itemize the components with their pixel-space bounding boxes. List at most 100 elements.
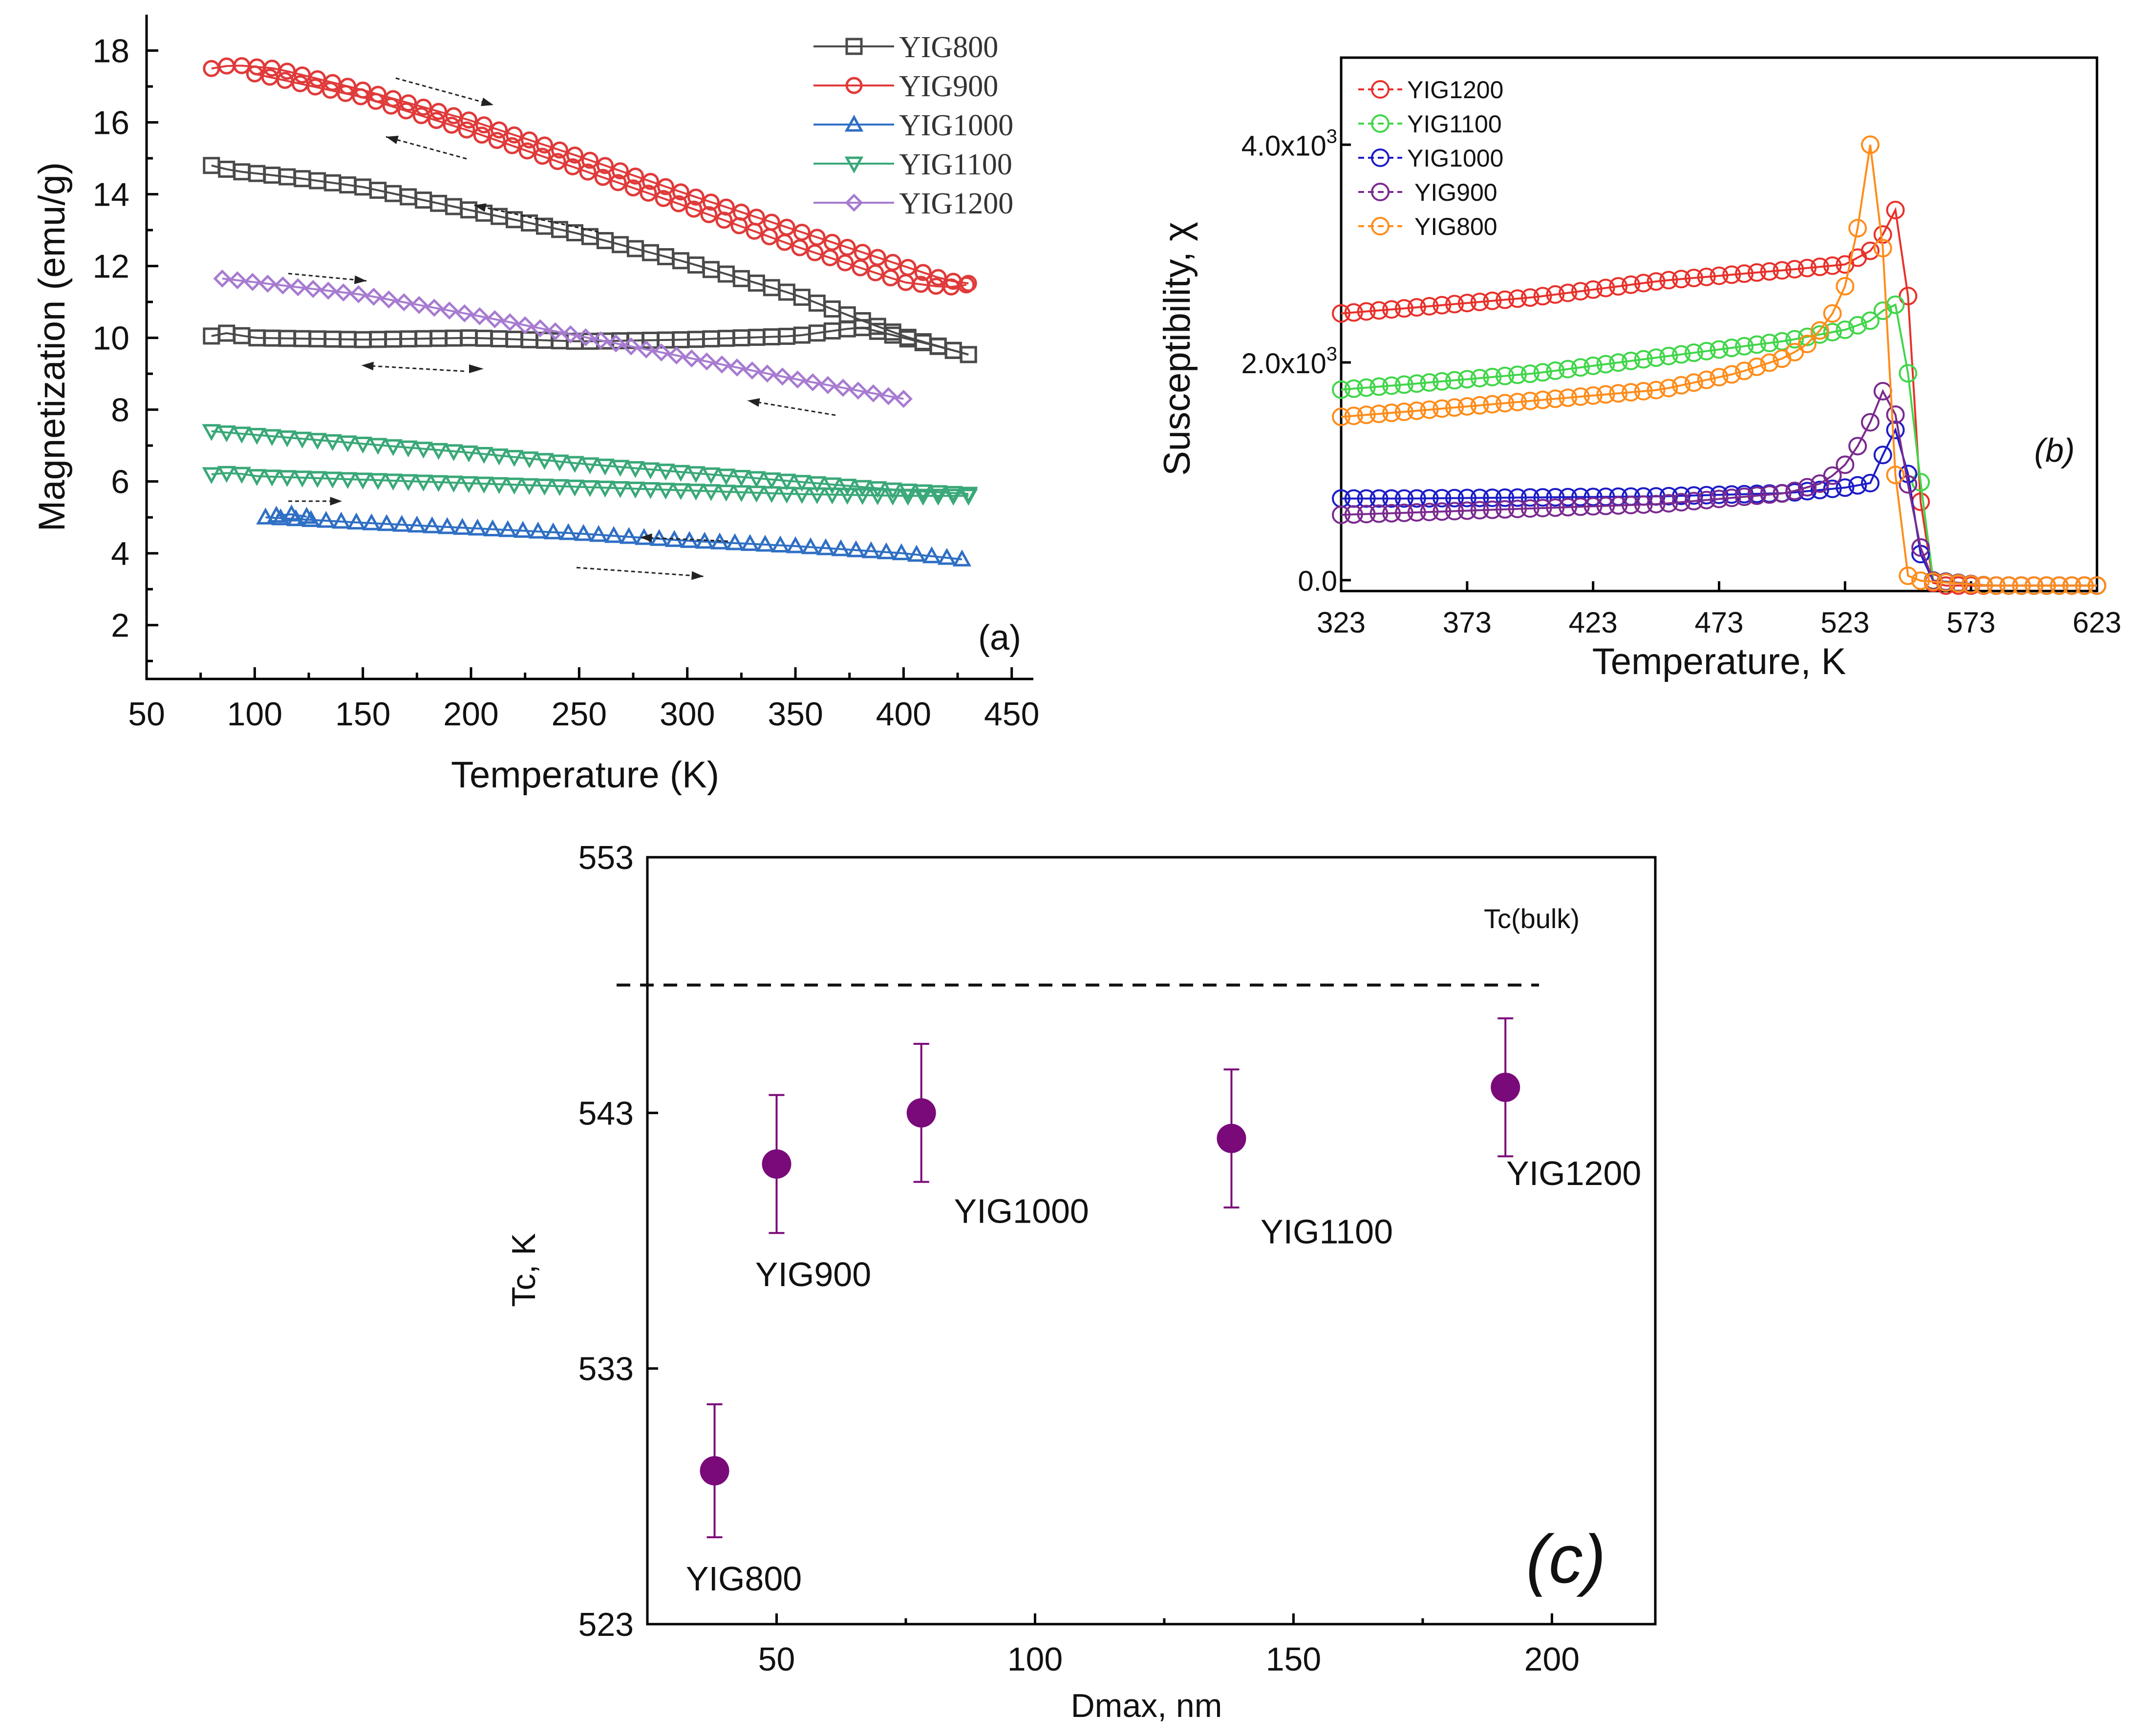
data-point: [1710, 368, 1729, 387]
data-point: [1722, 488, 1741, 508]
arrow-shaft: [747, 400, 836, 416]
data-point: [1596, 496, 1615, 515]
data-point: [1433, 296, 1452, 315]
x-tick-label: 150: [1266, 1641, 1321, 1678]
y-tick-label: 14: [92, 176, 129, 213]
data-point: [1433, 488, 1452, 508]
data-point: [534, 148, 551, 165]
data-point: [410, 296, 428, 314]
y-tick-mantissa: 4.0x10: [1241, 130, 1326, 162]
data-point: [1622, 275, 1641, 294]
data-point: [1596, 278, 1615, 297]
data-point: [867, 264, 884, 282]
data-point: [1457, 370, 1476, 389]
data-point: [414, 474, 433, 492]
data-point: [483, 519, 502, 536]
data-point: [589, 525, 608, 542]
data-point: [1634, 274, 1653, 293]
data-point: [1344, 303, 1363, 322]
x-tick-label: 450: [984, 696, 1039, 733]
data-point: [1520, 391, 1540, 410]
data-label: YIG800: [686, 1560, 802, 1598]
data-point: [581, 151, 599, 169]
data-point: [521, 131, 538, 149]
data-point: [1735, 361, 1754, 381]
data-point: [596, 458, 615, 476]
data-point: [1407, 503, 1426, 522]
data-point: [898, 488, 918, 506]
data-point: [1760, 262, 1779, 281]
series-YIG800: [203, 157, 977, 363]
series-line: [1341, 144, 2097, 587]
series-YIG800: [1332, 135, 2106, 595]
data-point: [367, 92, 385, 110]
data-point: [2012, 576, 2031, 595]
data-label: YIG900: [755, 1255, 871, 1293]
data-point: [217, 425, 236, 443]
data-point: [657, 178, 674, 195]
data-point: [672, 183, 689, 201]
x-tick-label: 473: [1694, 606, 1743, 639]
data-point: [460, 111, 478, 129]
data-point: [853, 480, 872, 497]
data-point: [429, 475, 448, 492]
data-point: [1848, 437, 1867, 456]
data-point: [267, 506, 286, 523]
data-point: [717, 468, 736, 486]
data-point: [443, 116, 460, 134]
data-point: [1433, 372, 1452, 391]
data-point: [1747, 357, 1766, 376]
data-point: [566, 146, 584, 164]
point-YIG800: YIG800: [686, 1403, 802, 1598]
data-point: [278, 470, 297, 487]
data-point: [1886, 201, 1905, 219]
data-point: [247, 469, 267, 486]
point-YIG1000: YIG1000: [906, 1043, 1089, 1230]
data-point: [1722, 265, 1741, 284]
data-point: [1659, 494, 1678, 513]
data-point: [217, 466, 236, 483]
data-point: [604, 526, 623, 543]
legend-marker: [844, 114, 864, 132]
data-point: [317, 510, 336, 528]
legend-marker: [1371, 217, 1390, 235]
data-point: [727, 358, 747, 377]
legend-item-YIG1200: YIG1200: [813, 187, 1013, 220]
data-point: [577, 328, 595, 347]
data-point: [338, 472, 357, 489]
panel-label: (a): [978, 618, 1021, 657]
data-point: [1433, 502, 1452, 521]
data-point: [364, 287, 383, 306]
arrow-head: [386, 135, 399, 145]
data-point: [838, 487, 857, 505]
legend-label: YIG1200: [899, 187, 1013, 220]
data-point: [743, 361, 762, 380]
data-point: [592, 331, 610, 350]
legend-label: YIG1100: [1407, 110, 1502, 138]
data-point: [1533, 287, 1552, 306]
data-point: [1357, 505, 1376, 524]
data-point: [1546, 487, 1565, 507]
data-point: [1445, 398, 1464, 417]
data-point: [637, 340, 656, 359]
data-point: [520, 451, 539, 468]
data-point: [1470, 293, 1489, 312]
data-point: [1747, 263, 1766, 282]
data-point: [202, 424, 221, 441]
data-point: [1684, 343, 1703, 362]
data-point: [1861, 311, 1880, 330]
data-point: [1546, 361, 1565, 380]
data-point: [1332, 304, 1350, 323]
data-point: [821, 249, 839, 267]
data-point: [943, 486, 963, 503]
series-YIG1000: [256, 504, 972, 567]
legend-item-YIG800: YIG800: [1358, 213, 1497, 240]
data-point: [282, 504, 301, 522]
legend-item-YIG900: YIG900: [813, 70, 998, 103]
data-point: [444, 475, 463, 493]
data-point: [1735, 264, 1754, 283]
data-point: [1457, 501, 1476, 520]
data-point: [702, 193, 720, 211]
data-point: [1583, 356, 1603, 375]
data-point: [747, 471, 766, 488]
